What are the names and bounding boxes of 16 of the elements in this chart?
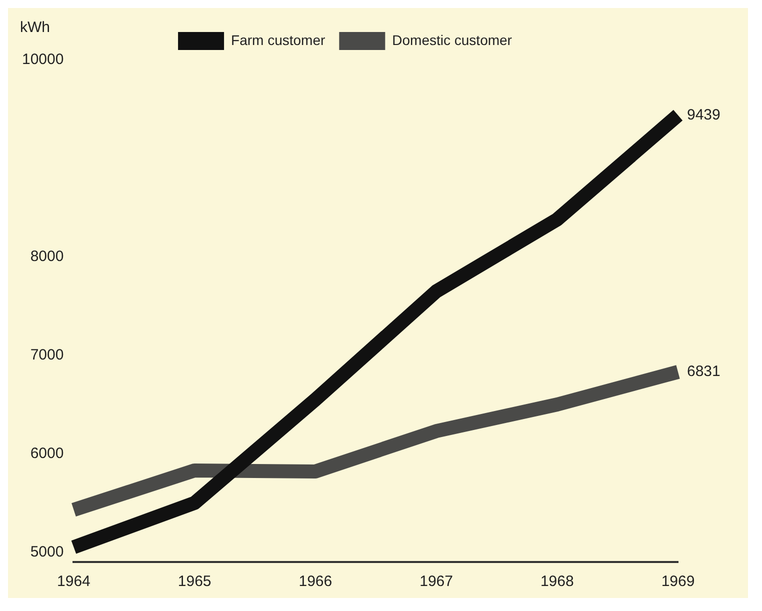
x-tick-label: 1966: [298, 573, 332, 590]
legend-label: Domestic customer: [392, 32, 512, 48]
y-tick-label: 8000: [30, 248, 64, 266]
data-label: 6831: [687, 363, 720, 380]
x-tick-label: 1967: [420, 573, 453, 590]
legend-label: Farm customer: [231, 32, 326, 48]
y-axis-title: kWh: [20, 19, 50, 36]
x-tick-label: 1968: [540, 573, 574, 590]
y-tick-label: 7000: [30, 346, 64, 364]
y-tick-label: 10000: [22, 51, 64, 68]
x-tick-label: 1965: [178, 573, 212, 590]
x-tick-label: 1964: [57, 573, 90, 590]
x-tick-label: 1969: [661, 573, 695, 590]
data-label: 9439: [687, 106, 720, 124]
y-tick-label: 6000: [30, 444, 64, 462]
y-tick-label: 5000: [30, 543, 64, 560]
